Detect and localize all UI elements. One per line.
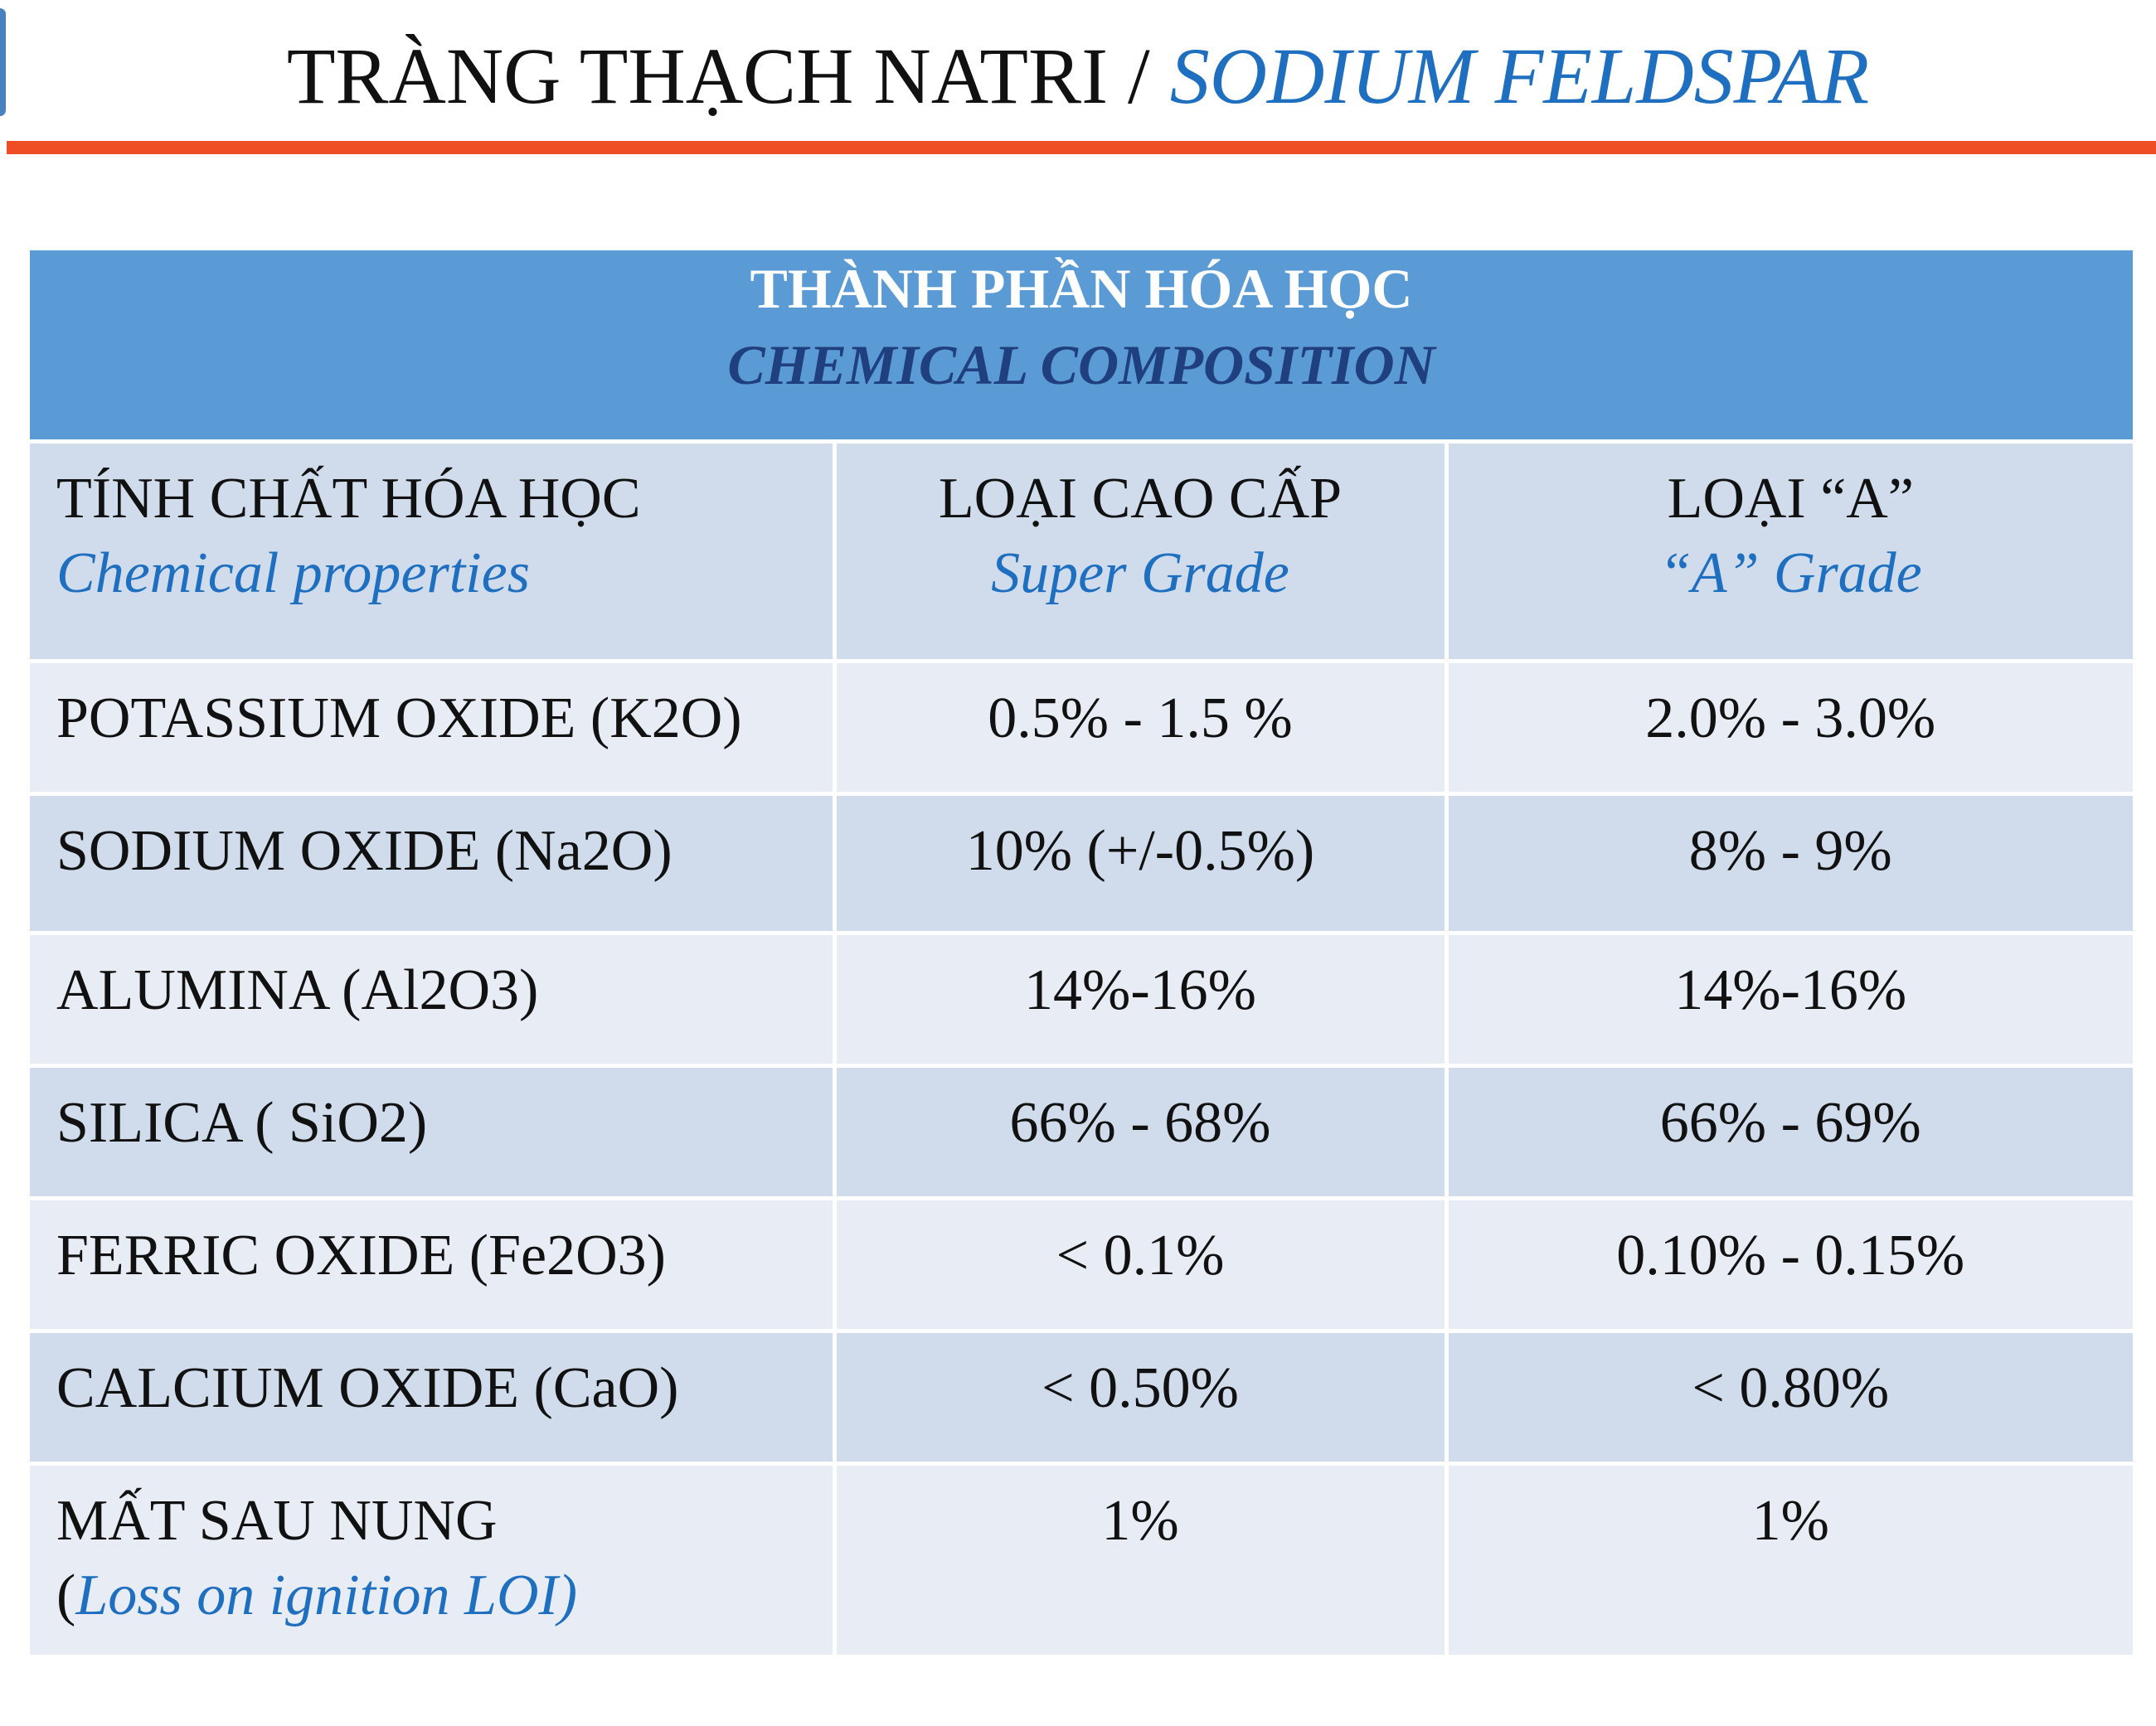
loi-label-en: Loss on ignition LOI) <box>75 1564 578 1627</box>
loi-paren-open: ( <box>56 1564 76 1627</box>
super-grade-cell: 66% - 68% <box>834 1064 1449 1199</box>
loi-label-vi: MẤT SAU NUNG <box>56 1489 498 1553</box>
column-header-property: TÍNH CHẤT HÓA HỌC Chemical properties <box>30 439 837 662</box>
property-text: POTASSIUM OXIDE (K2O) <box>56 686 742 750</box>
page-title-en: SODIUM FELDSPAR <box>1169 32 1870 120</box>
super-grade-cell: < 0.1% <box>834 1196 1449 1331</box>
a-grade-cell: 2.0% - 3.0% <box>1446 659 2134 794</box>
table-row: POTASSIUM OXIDE (K2O) 0.5% - 1.5 % 2.0% … <box>30 659 2134 794</box>
table-row: FERRIC OXIDE (Fe2O3) < 0.1% 0.10% - 0.15… <box>30 1196 2134 1331</box>
column-header-a-vi: LOẠI “A” <box>1667 467 1914 531</box>
property-text: SODIUM OXIDE (Na2O) <box>56 819 673 883</box>
super-grade-value: < 0.1% <box>1056 1224 1225 1287</box>
composition-table-wrapper: THÀNH PHẦN HÓA HỌC CHEMICAL COMPOSITION … <box>30 250 2134 1655</box>
a-grade-value: < 0.80% <box>1692 1356 1890 1420</box>
column-header-property-en: Chemical properties <box>56 541 530 605</box>
column-header-super-vi: LOẠI CAO CẤP <box>938 467 1343 531</box>
super-grade-value: 66% - 68% <box>1009 1091 1271 1155</box>
super-grade-value: 14%-16% <box>1024 958 1256 1022</box>
a-grade-cell: 1% <box>1446 1462 2134 1655</box>
table-row-loi: MẤT SAU NUNG (Loss on ignition LOI) 1% 1… <box>30 1462 2134 1655</box>
a-grade-value: 8% - 9% <box>1688 819 1892 883</box>
super-grade-cell: 14%-16% <box>834 931 1449 1066</box>
super-grade-value: 0.5% - 1.5 % <box>988 686 1293 750</box>
super-grade-cell: 0.5% - 1.5 % <box>834 659 1449 794</box>
property-cell: CALCIUM OXIDE (CaO) <box>30 1329 837 1464</box>
a-grade-value: 1% <box>1751 1489 1829 1553</box>
property-cell: ALUMINA (Al2O3) <box>30 931 837 1066</box>
super-grade-value: < 0.50% <box>1042 1356 1239 1420</box>
table-title-row: THÀNH PHẦN HÓA HỌC CHEMICAL COMPOSITION <box>30 250 2134 442</box>
super-grade-cell: 10% (+/-0.5%) <box>834 792 1449 933</box>
a-grade-value: 14%-16% <box>1674 958 1907 1022</box>
property-cell: POTASSIUM OXIDE (K2O) <box>30 659 837 794</box>
a-grade-value: 2.0% - 3.0% <box>1645 686 1936 750</box>
a-grade-cell: 0.10% - 0.15% <box>1446 1196 2134 1331</box>
property-cell: FERRIC OXIDE (Fe2O3) <box>30 1196 837 1331</box>
table-title-vi: THÀNH PHẦN HÓA HỌC <box>750 257 1413 320</box>
table-row: SODIUM OXIDE (Na2O) 10% (+/-0.5%) 8% - 9… <box>30 792 2134 933</box>
a-grade-value: 66% - 69% <box>1659 1091 1921 1155</box>
a-grade-value: 0.10% - 0.15% <box>1616 1224 1965 1287</box>
table-title-cell: THÀNH PHẦN HÓA HỌC CHEMICAL COMPOSITION <box>30 250 2134 442</box>
column-header-row: TÍNH CHẤT HÓA HỌC Chemical properties LO… <box>30 439 2134 662</box>
property-text: SILICA ( SiO2) <box>56 1091 428 1155</box>
super-grade-value: 1% <box>1101 1489 1179 1553</box>
column-header-super-en: Super Grade <box>991 541 1289 605</box>
column-header-super-grade: LOẠI CAO CẤP Super Grade <box>834 439 1449 662</box>
property-text: ALUMINA (Al2O3) <box>56 958 539 1022</box>
a-grade-cell: 8% - 9% <box>1446 792 2134 933</box>
table-row: CALCIUM OXIDE (CaO) < 0.50% < 0.80% <box>30 1329 2134 1464</box>
column-header-a-grade: LOẠI “A” “A” Grade <box>1446 439 2134 662</box>
super-grade-cell: 1% <box>834 1462 1449 1655</box>
super-grade-value: 10% (+/-0.5%) <box>965 819 1315 883</box>
title-divider <box>7 141 2156 154</box>
property-cell: SILICA ( SiO2) <box>30 1064 837 1199</box>
property-text: FERRIC OXIDE (Fe2O3) <box>56 1224 666 1287</box>
a-grade-cell: < 0.80% <box>1446 1329 2134 1464</box>
page-title-separator: / <box>1108 32 1170 120</box>
column-header-property-vi: TÍNH CHẤT HÓA HỌC <box>56 467 641 531</box>
chemical-composition-table: THÀNH PHẦN HÓA HỌC CHEMICAL COMPOSITION … <box>30 250 2134 1655</box>
property-cell: SODIUM OXIDE (Na2O) <box>30 792 837 933</box>
a-grade-cell: 14%-16% <box>1446 931 2134 1066</box>
super-grade-cell: < 0.50% <box>834 1329 1449 1464</box>
page-title-vi: TRÀNG THẠCH NATRI <box>286 32 1109 120</box>
table-row: ALUMINA (Al2O3) 14%-16% 14%-16% <box>30 931 2134 1066</box>
left-accent-bar <box>0 8 6 116</box>
table-title-en: CHEMICAL COMPOSITION <box>727 333 1435 396</box>
a-grade-cell: 66% - 69% <box>1446 1064 2134 1199</box>
column-header-a-en: “A” Grade <box>1658 541 1922 605</box>
property-text: CALCIUM OXIDE (CaO) <box>56 1356 679 1420</box>
table-row: SILICA ( SiO2) 66% - 68% 66% - 69% <box>30 1064 2134 1199</box>
property-cell-loi: MẤT SAU NUNG (Loss on ignition LOI) <box>30 1462 837 1655</box>
page-title: TRÀNG THẠCH NATRI / SODIUM FELDSPAR <box>0 27 2156 126</box>
